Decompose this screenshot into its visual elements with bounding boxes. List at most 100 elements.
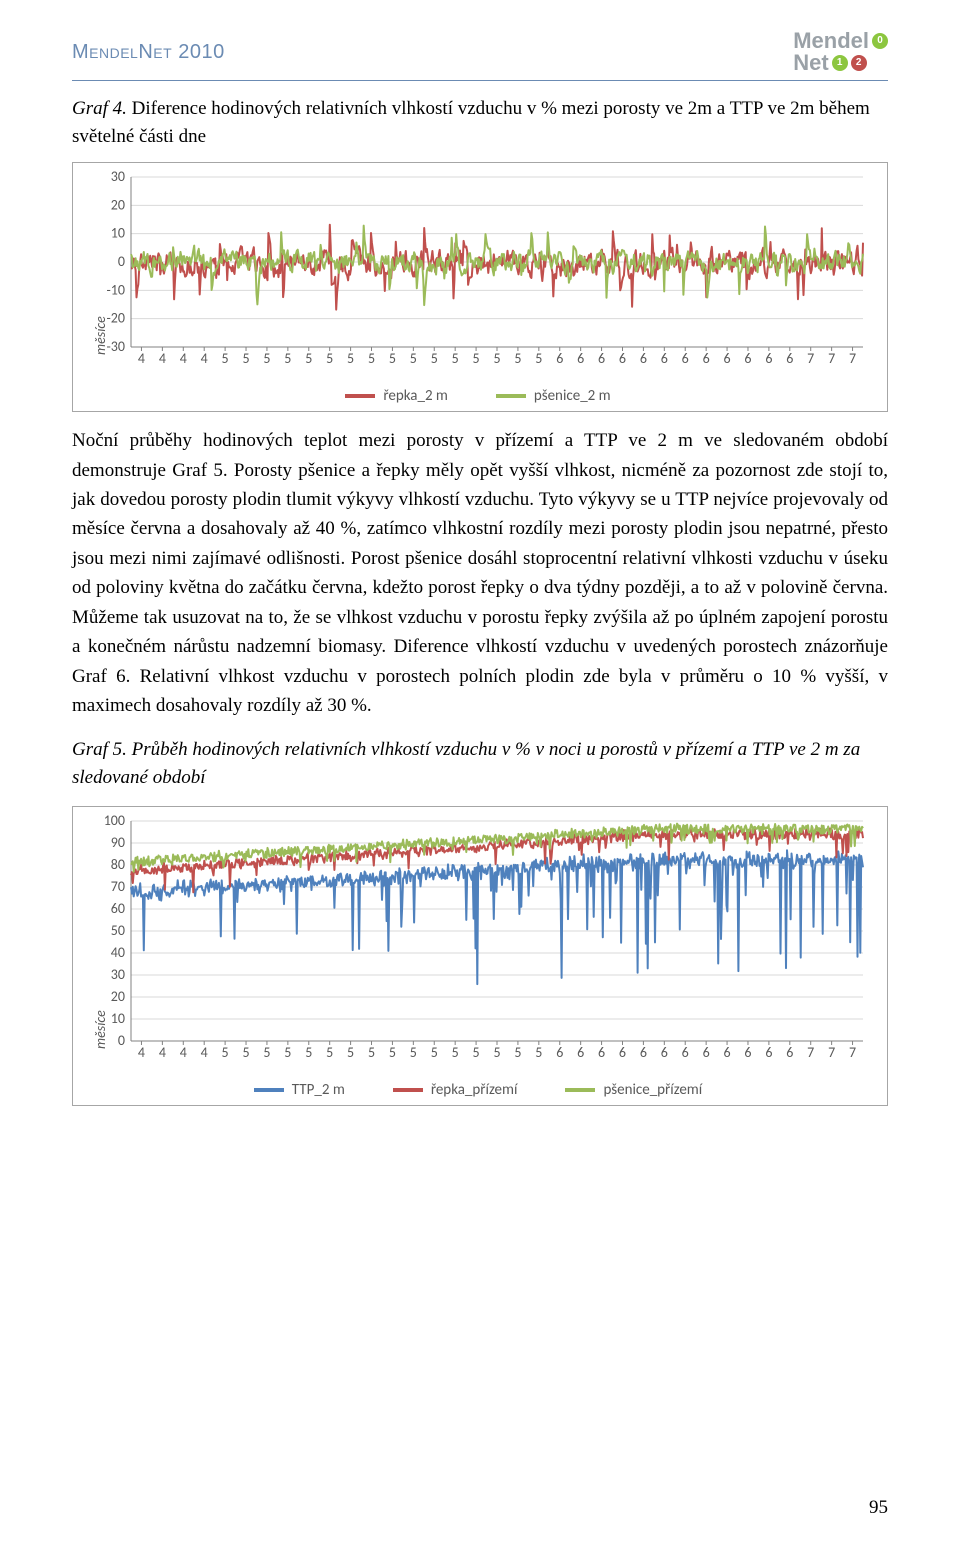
svg-text:6: 6: [577, 1044, 584, 1061]
svg-text:5: 5: [368, 1044, 375, 1061]
svg-text:5: 5: [347, 1044, 354, 1061]
logo-top-text: Mendel: [793, 30, 869, 52]
svg-text:5: 5: [263, 1044, 270, 1061]
svg-text:5: 5: [305, 350, 312, 367]
chart-graf-5-legend: TTP_2 m řepka_přízemí pšenice_přízemí: [81, 1075, 875, 1101]
svg-text:-20: -20: [107, 310, 125, 327]
svg-text:5: 5: [242, 350, 249, 367]
svg-text:6: 6: [682, 350, 689, 367]
svg-text:5: 5: [452, 350, 459, 367]
svg-text:5: 5: [389, 1044, 396, 1061]
svg-text:4: 4: [138, 350, 145, 367]
svg-text:6: 6: [556, 1044, 563, 1061]
svg-text:měsíce: měsíce: [92, 1009, 109, 1048]
svg-text:5: 5: [368, 350, 375, 367]
svg-text:5: 5: [347, 350, 354, 367]
legend-swatch: [496, 394, 526, 398]
svg-text:6: 6: [598, 1044, 605, 1061]
legend-swatch: [254, 1088, 284, 1092]
svg-text:-30: -30: [107, 338, 125, 355]
legend-item: pšenice_2 m: [496, 387, 611, 405]
legend-item: TTP_2 m: [254, 1081, 345, 1099]
svg-text:7: 7: [828, 350, 835, 367]
svg-text:50: 50: [111, 922, 125, 939]
svg-text:6: 6: [703, 350, 710, 367]
svg-text:4: 4: [159, 350, 166, 367]
brand-logo: Mendel 0 Net 1 2: [793, 30, 888, 74]
svg-text:5: 5: [222, 350, 229, 367]
svg-text:5: 5: [535, 350, 542, 367]
legend-swatch: [393, 1088, 423, 1092]
legend-item: řepka_přízemí: [393, 1081, 518, 1099]
svg-text:5: 5: [284, 1044, 291, 1061]
svg-text:6: 6: [619, 350, 626, 367]
svg-text:4: 4: [201, 350, 208, 367]
svg-text:6: 6: [661, 1044, 668, 1061]
svg-text:6: 6: [724, 1044, 731, 1061]
svg-text:5: 5: [493, 350, 500, 367]
svg-text:6: 6: [786, 350, 793, 367]
svg-text:70: 70: [111, 878, 125, 895]
svg-text:60: 60: [111, 900, 125, 917]
svg-text:6: 6: [577, 350, 584, 367]
svg-text:4: 4: [180, 1044, 187, 1061]
legend-label: řepka_2 m: [383, 387, 448, 405]
svg-text:7: 7: [828, 1044, 835, 1061]
page-number: 95: [869, 1497, 888, 1519]
svg-text:5: 5: [326, 1044, 333, 1061]
svg-text:5: 5: [242, 1044, 249, 1061]
svg-text:5: 5: [431, 350, 438, 367]
caption-4-text: Diference hodinových relativních vlhkost…: [72, 98, 870, 147]
svg-text:5: 5: [431, 1044, 438, 1061]
svg-text:4: 4: [138, 1044, 145, 1061]
header-rule: [72, 80, 888, 81]
svg-text:6: 6: [765, 1044, 772, 1061]
svg-text:4: 4: [201, 1044, 208, 1061]
svg-text:5: 5: [514, 1044, 521, 1061]
svg-text:90: 90: [111, 834, 125, 851]
svg-text:5: 5: [284, 350, 291, 367]
svg-text:7: 7: [807, 350, 814, 367]
svg-text:7: 7: [807, 1044, 814, 1061]
page-header: MendelNet 2010 Mendel 0 Net 1 2: [72, 30, 888, 74]
caption-graf-4: Graf 4. Diference hodinových relativních…: [72, 95, 888, 150]
svg-text:5: 5: [514, 350, 521, 367]
svg-text:0: 0: [118, 1032, 125, 1049]
chart-graf-4-svg: -30-20-100102030444455555555555555556666…: [81, 171, 875, 381]
legend-label: pšenice_2 m: [534, 387, 611, 405]
svg-text:20: 20: [111, 196, 125, 213]
legend-label: řepka_přízemí: [431, 1081, 518, 1099]
caption-5-text: Průběh hodinových relativních vlhkostí v…: [72, 739, 860, 788]
legend-item: pšenice_přízemí: [565, 1081, 702, 1099]
legend-swatch: [565, 1088, 595, 1092]
svg-text:40: 40: [111, 944, 125, 961]
svg-text:5: 5: [493, 1044, 500, 1061]
logo-ball-0: 0: [872, 33, 888, 49]
chart-graf-5: 0102030405060708090100444455555555555555…: [72, 806, 888, 1106]
svg-text:5: 5: [222, 1044, 229, 1061]
legend-swatch: [345, 394, 375, 398]
brand-title: MendelNet 2010: [72, 41, 225, 64]
svg-text:měsíce: měsíce: [92, 316, 109, 355]
svg-text:6: 6: [661, 350, 668, 367]
svg-text:6: 6: [598, 350, 605, 367]
svg-text:5: 5: [389, 350, 396, 367]
svg-text:80: 80: [111, 856, 125, 873]
svg-text:7: 7: [849, 1044, 856, 1061]
svg-text:0: 0: [118, 253, 125, 270]
legend-label: pšenice_přízemí: [603, 1081, 702, 1099]
body-paragraph: Noční průběhy hodinových teplot mezi por…: [72, 426, 888, 720]
svg-text:10: 10: [111, 225, 125, 242]
svg-text:5: 5: [452, 1044, 459, 1061]
svg-text:5: 5: [535, 1044, 542, 1061]
svg-text:5: 5: [410, 350, 417, 367]
svg-text:5: 5: [473, 350, 480, 367]
svg-text:20: 20: [111, 988, 125, 1005]
svg-text:7: 7: [849, 350, 856, 367]
chart-graf-4: -30-20-100102030444455555555555555556666…: [72, 162, 888, 412]
svg-text:6: 6: [682, 1044, 689, 1061]
svg-text:5: 5: [473, 1044, 480, 1061]
legend-label: TTP_2 m: [292, 1081, 345, 1099]
svg-text:6: 6: [619, 1044, 626, 1061]
svg-text:6: 6: [786, 1044, 793, 1061]
